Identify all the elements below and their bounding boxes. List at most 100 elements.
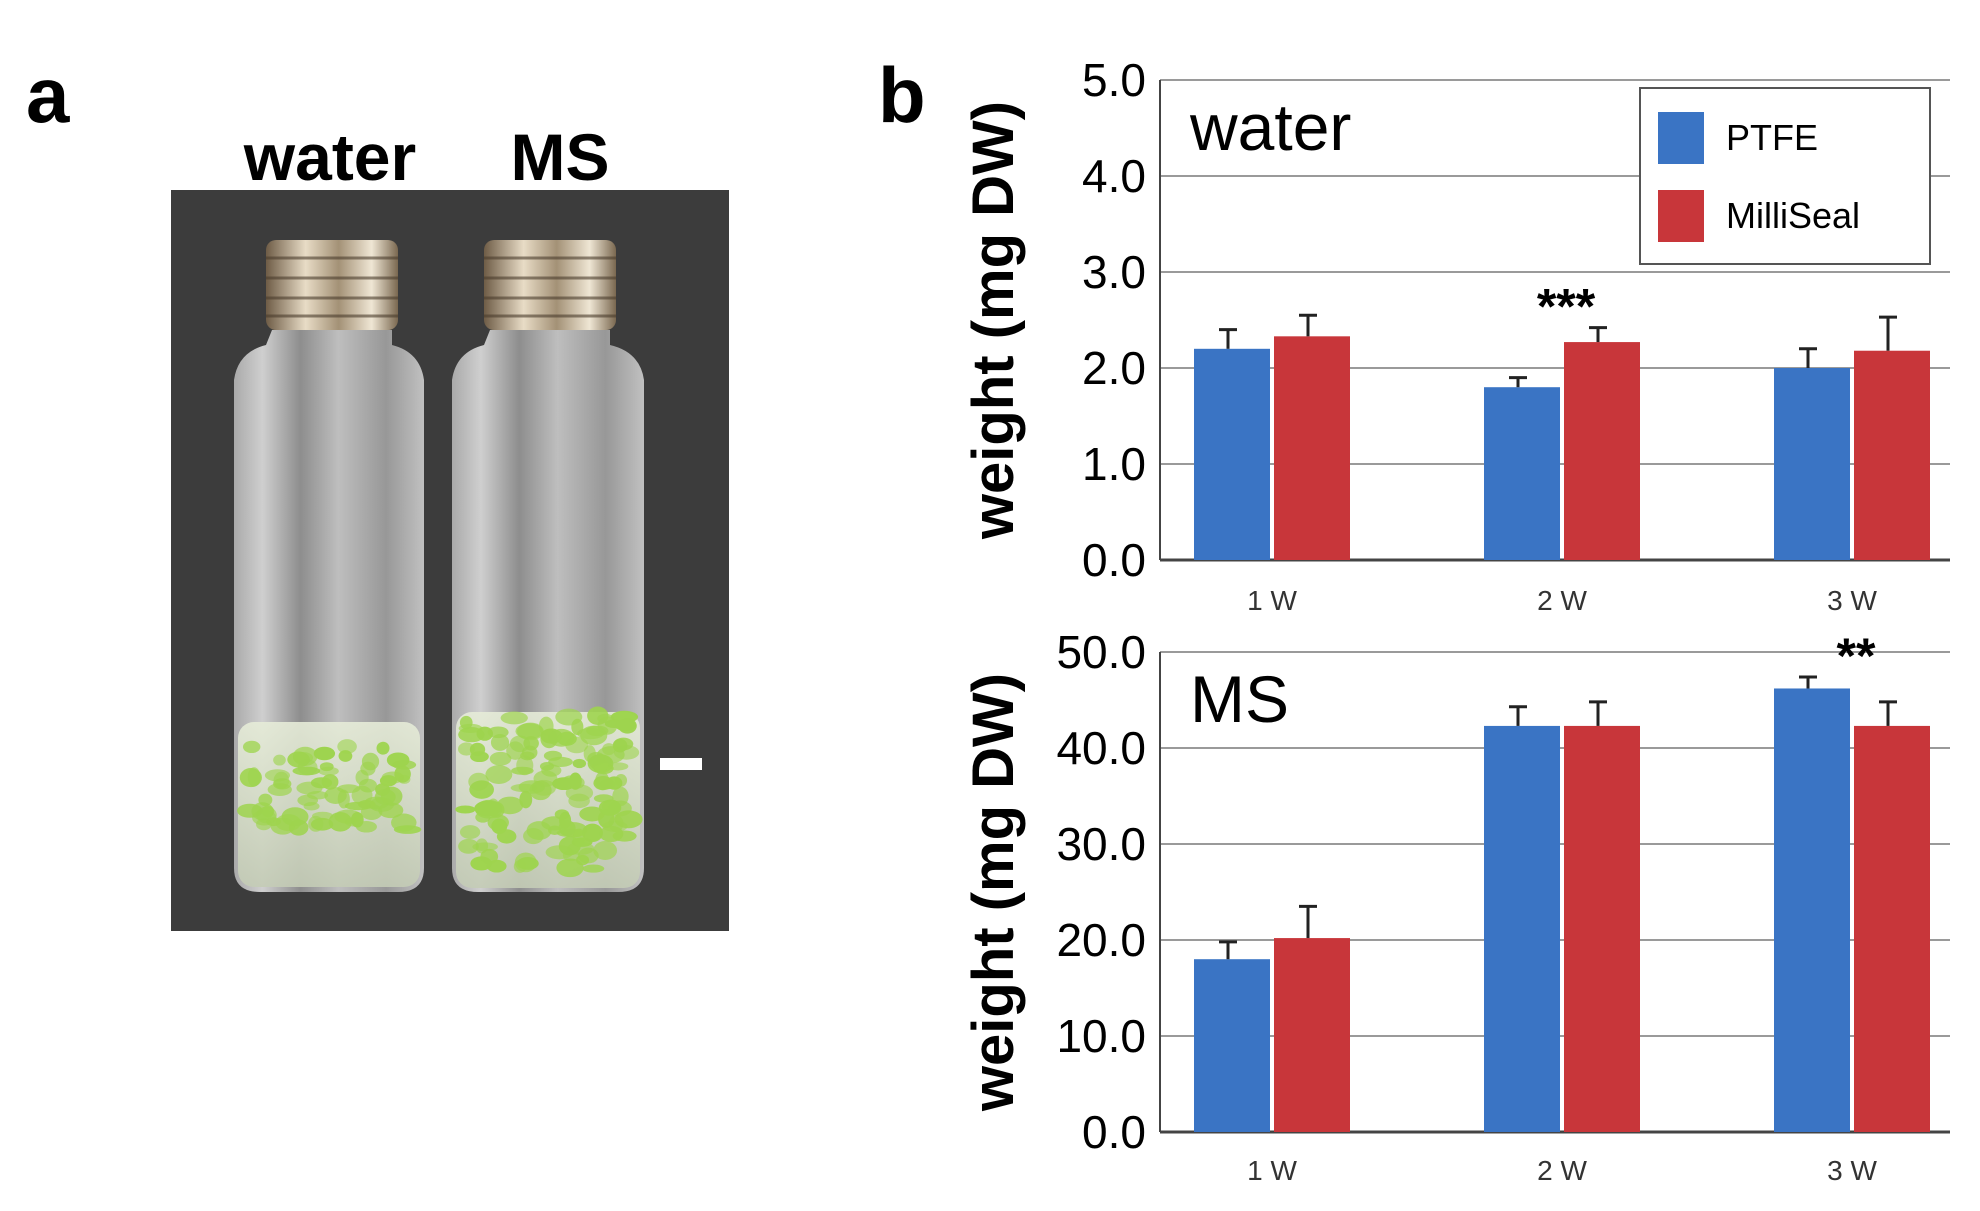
chart-ms: 0.0 10.0 20.0 30.0 40.0 50.0 weight (mg DW) MS 1… <box>961 626 1950 1186</box>
legend: PTFE MilliSeal <box>1639 87 1931 265</box>
y-tick-label: 0.0 <box>1082 534 1146 586</box>
seedling-leaf <box>468 772 489 791</box>
seedling-leaf <box>303 801 320 811</box>
seedling-leaf <box>351 812 364 828</box>
seedling-leaf <box>490 733 510 751</box>
bar-ptfe-3w <box>1774 368 1850 560</box>
x-tick-label: 2 W <box>1537 1155 1587 1186</box>
seedling-leaf <box>459 715 473 730</box>
seedling-leaf <box>555 708 583 726</box>
seedling-leaf <box>318 766 339 776</box>
seedling-leaf <box>569 772 582 790</box>
seedling-leaf <box>548 825 562 835</box>
seedling-leaf <box>258 793 273 807</box>
seedling-leaf <box>242 740 261 754</box>
y-tick-label: 50.0 <box>1056 626 1146 678</box>
seedling-leaf <box>480 848 499 865</box>
seedling-leaf <box>592 759 609 772</box>
bar-ptfe-3w <box>1774 688 1850 1132</box>
y-tick-label: 2.0 <box>1082 342 1146 394</box>
x-tick-label: 3 W <box>1827 1155 1877 1186</box>
seedling-leaf <box>579 806 605 822</box>
seedling-leaf <box>379 775 397 787</box>
seedling-leaf <box>577 847 599 864</box>
bar-milliseal-3w <box>1854 725 1930 1132</box>
inset-label: water <box>1189 90 1351 164</box>
legend-swatch-ptfe <box>1658 112 1704 164</box>
seedling-leaf <box>355 769 369 786</box>
legend-label-ptfe: PTFE <box>1726 117 1818 158</box>
significance-marker: *** <box>1537 279 1596 335</box>
seedling-leaf <box>394 765 411 783</box>
seedlings-water <box>237 739 422 836</box>
y-tick-label: 5.0 <box>1082 54 1146 106</box>
x-tick-label: 2 W <box>1537 585 1587 616</box>
seedling-leaf <box>593 841 618 860</box>
bar-milliseal-2w <box>1564 725 1640 1132</box>
seedling-leaf <box>513 859 527 873</box>
seedling-leaf <box>376 741 390 755</box>
photo-label-ms: MS <box>511 120 610 194</box>
chart-water: 0.0 1.0 2.0 3.0 4.0 5.0 weight (mg DW) water 1 W… <box>961 54 1950 616</box>
inset-label: MS <box>1190 662 1289 736</box>
seedling-leaf <box>459 825 481 840</box>
seedling-leaf <box>568 793 590 809</box>
seedling-leaf <box>509 735 531 753</box>
seedling-leaf <box>470 751 489 763</box>
y-tick-label: 30.0 <box>1056 818 1146 870</box>
bar-ptfe-1w <box>1194 348 1270 560</box>
seedling-leaf <box>380 786 403 806</box>
vial-cap <box>266 240 398 330</box>
x-tick-label: 1 W <box>1247 1155 1297 1186</box>
vial-water <box>234 240 424 892</box>
bar-ptfe-1w <box>1194 959 1270 1132</box>
bar-milliseal-1w <box>1274 336 1350 560</box>
seedling-leaf <box>475 838 489 854</box>
vial-ms <box>452 240 644 892</box>
seedling-leaf <box>548 756 573 767</box>
seedling-leaf <box>558 820 576 836</box>
seedling-leaf <box>572 828 585 847</box>
seedling-leaf <box>599 825 624 843</box>
seedling-leaf <box>337 789 350 809</box>
y-tick-label: 40.0 <box>1056 722 1146 774</box>
seedling-leaf <box>489 751 512 766</box>
seedling-leaf <box>313 746 336 761</box>
seedling-leaf <box>556 858 584 878</box>
scale-bar <box>660 758 702 770</box>
seedling-leaf <box>516 755 534 776</box>
seedlings-ms <box>455 706 643 878</box>
seedling-leaf <box>598 799 622 816</box>
seedling-leaf <box>247 767 261 787</box>
y-tick-label: 4.0 <box>1082 150 1146 202</box>
seedling-leaf <box>273 771 290 790</box>
y-axis-label: weight (mg DW) <box>961 101 1026 540</box>
seedling-leaf <box>487 726 509 739</box>
panel-b-letter: b <box>878 51 926 139</box>
seedling-leaf <box>500 711 528 725</box>
vial-photo <box>171 190 729 931</box>
seedling-leaf <box>273 754 286 766</box>
y-tick-label: 20.0 <box>1056 914 1146 966</box>
seedling-leaf <box>358 799 376 809</box>
seedling-leaf <box>533 770 558 787</box>
seedling-leaf <box>614 810 643 829</box>
legend-swatch-milliseal <box>1658 190 1704 242</box>
seedling-leaf <box>510 783 538 793</box>
photo-label-water: water <box>243 120 416 194</box>
bar-milliseal-3w <box>1854 350 1930 560</box>
y-axis-label: weight (mg DW) <box>961 673 1026 1112</box>
seedling-leaf <box>338 750 353 762</box>
seedling-leaf <box>256 806 277 824</box>
seedling-leaf <box>580 725 608 746</box>
legend-label-milliseal: MilliSeal <box>1726 195 1860 236</box>
seedling-leaf <box>487 814 509 831</box>
bar-milliseal-2w <box>1564 342 1640 560</box>
y-tick-label: 10.0 <box>1056 1010 1146 1062</box>
significance-marker: ** <box>1837 628 1876 684</box>
seedling-leaf <box>237 803 263 818</box>
seedling-leaf <box>297 759 318 776</box>
panel-a-letter: a <box>26 51 70 139</box>
bar-milliseal-1w <box>1274 938 1350 1132</box>
